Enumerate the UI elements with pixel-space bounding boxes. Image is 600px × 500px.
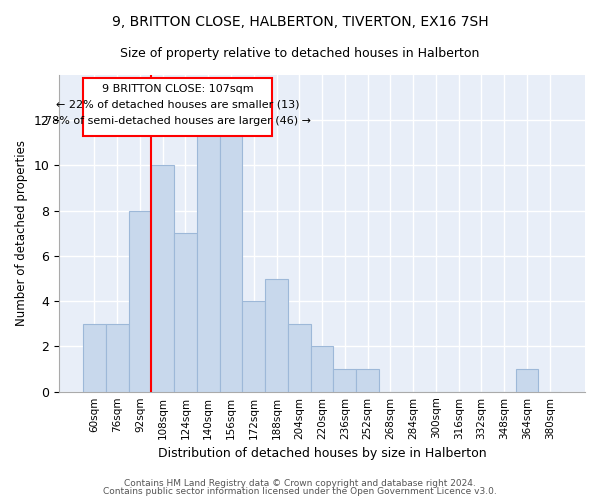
Text: 9 BRITTON CLOSE: 107sqm: 9 BRITTON CLOSE: 107sqm	[102, 84, 253, 94]
Bar	[242, 301, 265, 392]
Text: ← 22% of detached houses are smaller (13): ← 22% of detached houses are smaller (13…	[56, 100, 299, 110]
Text: Contains public sector information licensed under the Open Government Licence v3: Contains public sector information licen…	[103, 487, 497, 496]
Bar	[83, 324, 106, 392]
X-axis label: Distribution of detached houses by size in Halberton: Distribution of detached houses by size …	[158, 447, 487, 460]
Y-axis label: Number of detached properties: Number of detached properties	[15, 140, 28, 326]
Bar	[83, 78, 272, 136]
Text: Contains HM Land Registry data © Crown copyright and database right 2024.: Contains HM Land Registry data © Crown c…	[124, 478, 476, 488]
Bar	[128, 210, 151, 392]
Bar	[515, 369, 538, 392]
Bar	[197, 120, 220, 392]
Bar	[106, 324, 128, 392]
Bar	[174, 234, 197, 392]
Text: 78% of semi-detached houses are larger (46) →: 78% of semi-detached houses are larger (…	[44, 116, 311, 126]
Bar	[265, 278, 288, 392]
Bar	[356, 369, 379, 392]
Bar	[311, 346, 334, 392]
Bar	[220, 120, 242, 392]
Bar	[151, 166, 174, 392]
Text: 9, BRITTON CLOSE, HALBERTON, TIVERTON, EX16 7SH: 9, BRITTON CLOSE, HALBERTON, TIVERTON, E…	[112, 15, 488, 29]
Bar	[288, 324, 311, 392]
Text: Size of property relative to detached houses in Halberton: Size of property relative to detached ho…	[121, 48, 479, 60]
Bar	[334, 369, 356, 392]
